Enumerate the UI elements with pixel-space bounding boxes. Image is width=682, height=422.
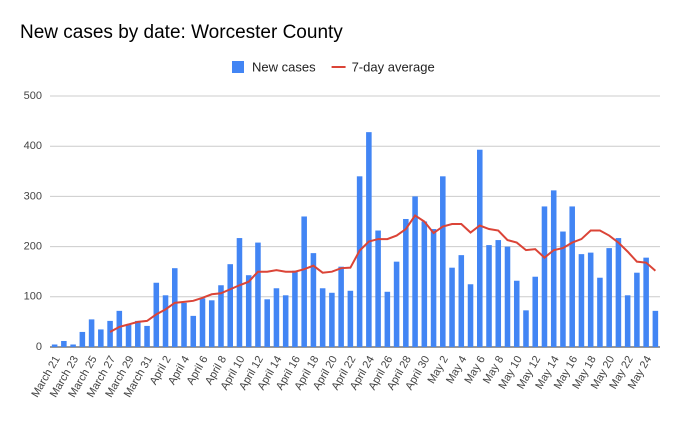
bar (70, 344, 76, 347)
y-tick-label: 500 (24, 90, 42, 102)
bar (403, 218, 409, 347)
y-tick-label: 400 (24, 140, 42, 152)
bar (199, 298, 206, 347)
bar (218, 285, 224, 347)
bar (523, 310, 529, 347)
bar (606, 248, 612, 347)
bar (135, 320, 141, 347)
bar (208, 300, 215, 347)
bar (541, 206, 548, 347)
bar (643, 257, 649, 347)
bar (652, 310, 659, 347)
bar (51, 344, 58, 347)
bar (421, 221, 428, 347)
y-tick-label: 100 (24, 291, 42, 303)
bar (98, 329, 104, 347)
bar (440, 176, 446, 347)
line (109, 214, 657, 333)
bar (319, 288, 326, 347)
bar (495, 240, 502, 347)
bar (162, 295, 169, 347)
bar (560, 231, 566, 347)
bar (384, 291, 391, 347)
bar (430, 229, 437, 347)
bar (125, 324, 132, 347)
legend-label: New cases (252, 59, 316, 74)
bar (569, 206, 575, 347)
bar (190, 315, 197, 347)
bar (79, 331, 86, 347)
bar (236, 238, 243, 347)
bar (366, 132, 372, 347)
bar (255, 242, 261, 347)
y-tick-label: 200 (24, 241, 42, 253)
bar (532, 276, 538, 347)
bar (412, 196, 418, 347)
chart-title: New cases by date: Worcester County (20, 22, 343, 43)
bar (282, 295, 289, 347)
bar (292, 270, 298, 347)
bar (486, 245, 492, 347)
bar (310, 253, 317, 347)
bar (338, 266, 344, 347)
bar (245, 275, 252, 347)
bar (227, 264, 233, 347)
bar (264, 299, 270, 347)
bar (597, 277, 603, 347)
bar (578, 254, 585, 347)
legend-label: 7-day average (352, 59, 435, 74)
bar (634, 272, 640, 347)
bar (467, 284, 474, 347)
legend-swatch (232, 61, 244, 73)
bar (615, 238, 622, 347)
bar (356, 176, 363, 347)
bar (550, 190, 557, 347)
bar (144, 325, 150, 347)
bar (61, 340, 67, 347)
bar (116, 310, 123, 347)
bar (393, 261, 400, 347)
bar (181, 302, 187, 347)
bar (449, 267, 455, 347)
bar (329, 292, 335, 347)
bar (347, 290, 354, 347)
bar (624, 295, 631, 347)
bar (107, 320, 113, 347)
bar (375, 230, 381, 347)
bar (301, 216, 307, 347)
bar (172, 268, 178, 347)
bar (477, 149, 483, 347)
bar (587, 252, 594, 347)
bar (504, 246, 511, 347)
y-tick-label: 300 (24, 190, 42, 202)
bar (273, 288, 280, 347)
bar (458, 255, 465, 347)
bar (88, 319, 95, 347)
y-tick-label: 0 (36, 341, 42, 353)
bar (513, 280, 520, 347)
